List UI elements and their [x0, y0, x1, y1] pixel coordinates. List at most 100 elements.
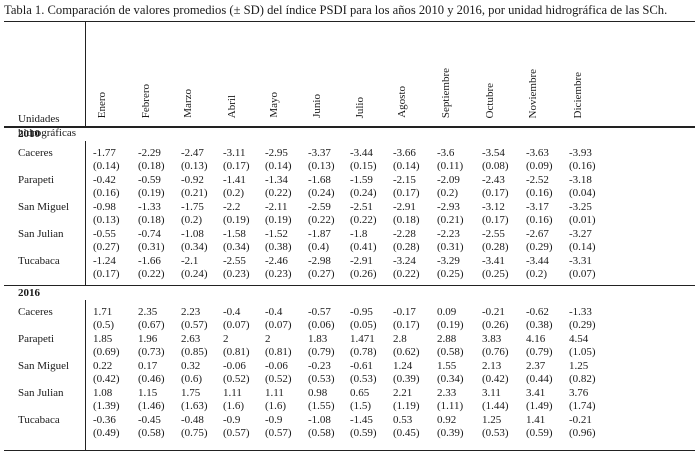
sd-value: (0.46) [138, 373, 165, 385]
mean-value: -1.66 [138, 255, 161, 267]
sd-value: (0.6) [181, 373, 203, 385]
sd-value: (0.21) [181, 187, 208, 199]
mean-value: -2.93 [437, 201, 460, 213]
mean-value: 1.11 [223, 387, 242, 399]
column-header-noviembre: Noviembre [527, 68, 539, 118]
mean-value: -0.59 [138, 174, 161, 186]
mean-value: -2.15 [393, 174, 416, 186]
mean-value: 2.35 [138, 306, 158, 318]
mean-value: 0.65 [350, 387, 370, 399]
sd-value: (0.67) [138, 319, 165, 331]
mean-value: -0.74 [138, 228, 161, 240]
mean-value: -3.17 [526, 201, 549, 213]
sd-value: (0.21) [437, 214, 464, 226]
sd-value: (0.62) [393, 346, 420, 358]
mean-value: 1.41 [526, 414, 546, 426]
mean-value: 1.24 [393, 360, 413, 372]
mean-value: 1.25 [569, 360, 589, 372]
column-header-agosto: Agosto [396, 86, 408, 118]
mean-value: -0.06 [265, 360, 288, 372]
mean-value: -3.41 [482, 255, 505, 267]
sd-value: (0.53) [350, 373, 377, 385]
sd-value: (0.69) [93, 346, 120, 358]
sd-value: (0.52) [265, 373, 292, 385]
mean-value: 3.76 [569, 387, 589, 399]
sd-value: (1.55) [308, 400, 335, 412]
sd-value: (0.28) [393, 241, 420, 253]
sd-value: (0.18) [138, 160, 165, 172]
mean-value: -3.44 [526, 255, 549, 267]
sd-value: (0.07) [223, 319, 250, 331]
column-header-abril: Abril [226, 94, 238, 118]
mean-value: -2.46 [265, 255, 288, 267]
mean-value: 0.32 [181, 360, 201, 372]
mean-value: 0.53 [393, 414, 413, 426]
mean-value: 1.85 [93, 333, 113, 345]
mean-value: -2.91 [393, 201, 416, 213]
mean-value: -0.36 [93, 414, 116, 426]
mean-value: -3.66 [393, 147, 416, 159]
sd-value: (0.78) [350, 346, 377, 358]
year-label-2010: 2010 [18, 128, 40, 140]
mean-value: -3.63 [526, 147, 549, 159]
mean-value: -1.59 [350, 174, 373, 186]
sd-value: (0.22) [265, 187, 292, 199]
sd-value: (0.27) [93, 241, 120, 253]
sd-value: (0.38) [265, 241, 292, 253]
sd-value: (0.31) [138, 241, 165, 253]
sd-value: (0.57) [181, 319, 208, 331]
sd-value: (0.18) [393, 214, 420, 226]
sd-value: (0.24) [308, 187, 335, 199]
sd-value: (0.19) [437, 319, 464, 331]
column-header-enero: Enero [96, 91, 108, 118]
mean-value: -3.54 [482, 147, 505, 159]
mean-value: 2.13 [482, 360, 502, 372]
station-name: San Julian [18, 387, 64, 399]
mean-value: -0.42 [93, 174, 116, 186]
mean-value: 1.83 [308, 333, 328, 345]
mean-value: -0.95 [350, 306, 373, 318]
sd-value: (1.63) [181, 400, 208, 412]
mean-value: -0.06 [223, 360, 246, 372]
sd-value: (0.79) [308, 346, 335, 358]
sd-value: (0.41) [350, 241, 377, 253]
sd-value: (0.04) [569, 187, 596, 199]
mean-value: 0.17 [138, 360, 158, 372]
sd-value: (0.16) [569, 160, 596, 172]
mean-value: -0.45 [138, 414, 161, 426]
sd-value: (0.49) [93, 427, 120, 439]
sd-value: (0.19) [138, 187, 165, 199]
mean-value: -0.21 [569, 414, 592, 426]
mean-value: -3.24 [393, 255, 416, 267]
mean-value: -0.4 [265, 306, 283, 318]
sd-value: (0.81) [223, 346, 250, 358]
sd-value: (1.49) [526, 400, 553, 412]
column-header-mayo: Mayo [268, 92, 280, 118]
sd-value: (0.58) [437, 346, 464, 358]
mean-value: -3.6 [437, 147, 455, 159]
mean-value: -3.31 [569, 255, 592, 267]
sd-value: (0.23) [265, 268, 292, 280]
mean-value: 4.16 [526, 333, 546, 345]
sd-value: (0.16) [526, 187, 553, 199]
mean-value: -1.33 [569, 306, 592, 318]
sd-value: (0.15) [350, 160, 377, 172]
column-header-junio: Junio [311, 94, 323, 118]
sd-value: (0.18) [138, 214, 165, 226]
mean-value: -2.1 [181, 255, 199, 267]
mean-value: -1.75 [181, 201, 204, 213]
mean-value: -2.09 [437, 174, 460, 186]
mean-value: -0.17 [393, 306, 416, 318]
sd-value: (0.17) [93, 268, 120, 280]
mean-value: -0.21 [482, 306, 505, 318]
mean-value: -1.08 [181, 228, 204, 240]
station-name: Parapeti [18, 174, 55, 186]
mean-value: -2.98 [308, 255, 331, 267]
sd-value: (0.17) [393, 319, 420, 331]
sd-value: (0.16) [526, 214, 553, 226]
station-name: Caceres [18, 306, 53, 318]
mean-value: 1.71 [93, 306, 113, 318]
sd-value: (0.2) [526, 268, 548, 280]
mean-value: -1.87 [308, 228, 331, 240]
mean-value: -1.77 [93, 147, 116, 159]
